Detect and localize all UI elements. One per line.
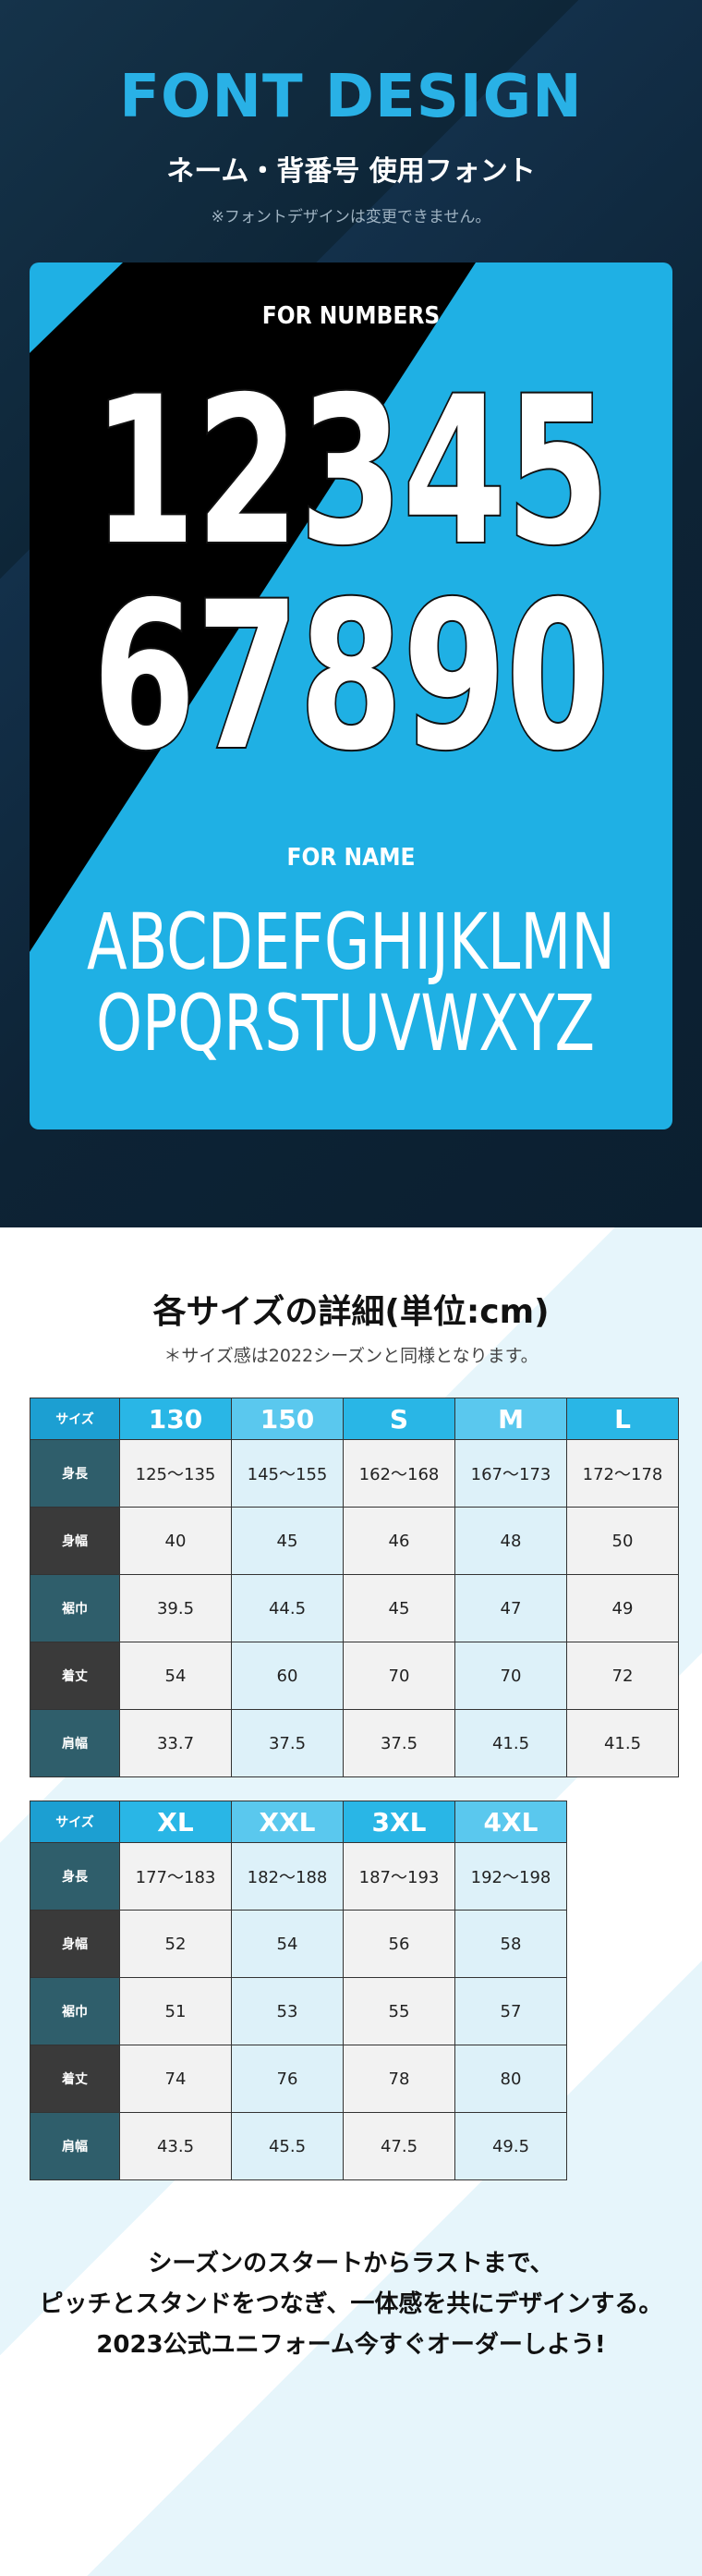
cell: 167〜173 <box>454 1439 567 1508</box>
font-card: FOR NUMBERS 12345 67890 FOR NAME ABCDEFG… <box>30 262 672 1129</box>
numbers-row: 67890 <box>92 558 610 795</box>
numbers-row: 12345 <box>92 353 610 590</box>
card-band <box>30 262 476 952</box>
cell: 125〜135 <box>119 1439 232 1508</box>
cell: 49 <box>566 1574 679 1642</box>
cell: 53 <box>231 1977 344 2045</box>
row-label: 着丈 <box>30 2045 120 2113</box>
cell: 76 <box>231 2045 344 2113</box>
header-cell: S <box>343 1398 455 1440</box>
row-label: 肩幅 <box>30 2112 120 2180</box>
row-label: 身幅 <box>30 1910 120 1978</box>
row-label: 肩幅 <box>30 1709 120 1777</box>
cell: 78 <box>343 2045 455 2113</box>
cell: 70 <box>343 1642 455 1710</box>
cell: 37.5 <box>343 1709 455 1777</box>
cell: 162〜168 <box>343 1439 455 1508</box>
cell: 54 <box>119 1642 232 1710</box>
cell: 55 <box>343 1977 455 2045</box>
cell: 74 <box>119 2045 232 2113</box>
cell: 52 <box>119 1910 232 1978</box>
title: FONT DESIGN <box>119 63 583 131</box>
cell: 56 <box>343 1910 455 1978</box>
cell: 45.5 <box>231 2112 344 2180</box>
data-row: 肩幅 33.7 37.5 37.5 41.5 41.5 <box>30 1709 679 1777</box>
data-row: 身長 177〜183 182〜188 187〜193 192〜198 <box>30 1842 567 1911</box>
cell: 46 <box>343 1507 455 1575</box>
cell: 72 <box>566 1642 679 1710</box>
cell: 60 <box>231 1642 344 1710</box>
cell: 40 <box>119 1507 232 1575</box>
subtitle: ネーム・背番号 使用フォント <box>166 155 536 188</box>
data-row: 着丈 74 76 78 80 <box>30 2045 567 2113</box>
cell: 70 <box>454 1642 567 1710</box>
numbers-label: FOR NUMBERS <box>262 302 441 330</box>
header-cell: L <box>566 1398 679 1440</box>
cell: 41.5 <box>454 1709 567 1777</box>
cell: 80 <box>454 2045 567 2113</box>
row-label: 裾巾 <box>30 1574 120 1642</box>
closing-line: 2023公式ユニフォーム今すぐオーダーしよう! <box>96 2331 606 2359</box>
header-cell: サイズ <box>30 1801 120 1843</box>
cell: 50 <box>566 1507 679 1575</box>
letters-row: OPQRSTUVWXYZ <box>96 978 595 1068</box>
cell: 45 <box>231 1507 344 1575</box>
cell: 182〜188 <box>231 1842 344 1911</box>
header-cell: 3XL <box>343 1801 455 1843</box>
name-label: FOR NAME <box>287 844 416 872</box>
header-cell: 4XL <box>454 1801 567 1843</box>
data-row: 身長 125〜135 145〜155 162〜168 167〜173 172〜178 <box>30 1439 679 1508</box>
cell: 44.5 <box>231 1574 344 1642</box>
header-row: サイズ XL XXL 3XL 4XL <box>30 1801 567 1843</box>
cell: 47 <box>454 1574 567 1642</box>
font-card-art: FOR NUMBERS 12345 67890 FOR NAME ABCDEFG… <box>30 262 672 1129</box>
header-row: サイズ 130 150 S M L <box>30 1398 679 1440</box>
header-cell: XL <box>119 1801 232 1843</box>
cell: 58 <box>454 1910 567 1978</box>
row-label: 裾巾 <box>30 1977 120 2045</box>
closing-line: シーズンのスタートからラストまで、 <box>148 2250 554 2277</box>
letters-row: ABCDEFGHIJKLMN <box>87 897 615 987</box>
cell: 37.5 <box>231 1709 344 1777</box>
data-row: 裾巾 51 53 55 57 <box>30 1977 567 2045</box>
data-row: 裾巾 39.5 44.5 45 47 49 <box>30 1574 679 1642</box>
header-cell: 150 <box>231 1398 344 1440</box>
header-cell: XXL <box>231 1801 344 1843</box>
row-label: 身幅 <box>30 1507 120 1575</box>
row-label: 着丈 <box>30 1642 120 1710</box>
cell: 51 <box>119 1977 232 2045</box>
data-row: 肩幅 43.5 45.5 47.5 49.5 <box>30 2112 567 2180</box>
cell: 47.5 <box>343 2112 455 2180</box>
row-label: 身長 <box>30 1842 120 1911</box>
cell: 45 <box>343 1574 455 1642</box>
data-row: 着丈 54 60 70 70 72 <box>30 1642 679 1710</box>
cell: 177〜183 <box>119 1842 232 1911</box>
row-label: 身長 <box>30 1439 120 1508</box>
cell: 33.7 <box>119 1709 232 1777</box>
header-cell: サイズ <box>30 1398 120 1440</box>
size-table: サイズ XL XXL 3XL 4XL 身長 177〜183 182〜188 187〜193 192… <box>30 1801 567 2180</box>
cell: 43.5 <box>119 2112 232 2180</box>
cell: 192〜198 <box>454 1842 567 1911</box>
data-row: 身幅 40 45 46 48 50 <box>30 1507 679 1575</box>
cell: 57 <box>454 1977 567 2045</box>
cell: 54 <box>231 1910 344 1978</box>
header-cell: M <box>454 1398 567 1440</box>
cell: 49.5 <box>454 2112 567 2180</box>
cell: 172〜178 <box>566 1439 679 1508</box>
header-cell: 130 <box>119 1398 232 1440</box>
size-table: サイズ 130 150 S M L 身長 125〜135 145〜155 162〜168 167〜1… <box>30 1398 679 1777</box>
size-title: 各サイズの詳細(単位:cm) <box>152 1293 550 1331</box>
cell: 187〜193 <box>343 1842 455 1911</box>
cell: 41.5 <box>566 1709 679 1777</box>
cell: 39.5 <box>119 1574 232 1642</box>
note: ※フォントデザインは変更できません。 <box>211 208 491 226</box>
size-note: ＊サイズ感は2022シーズンと同様となります。 <box>163 1346 539 1366</box>
data-row: 身幅 52 54 56 58 <box>30 1910 567 1978</box>
cell: 145〜155 <box>231 1439 344 1508</box>
cell: 48 <box>454 1507 567 1575</box>
closing-line: ピッチとスタンドをつなぎ、一体感を共にデザインする。 <box>39 2290 663 2318</box>
